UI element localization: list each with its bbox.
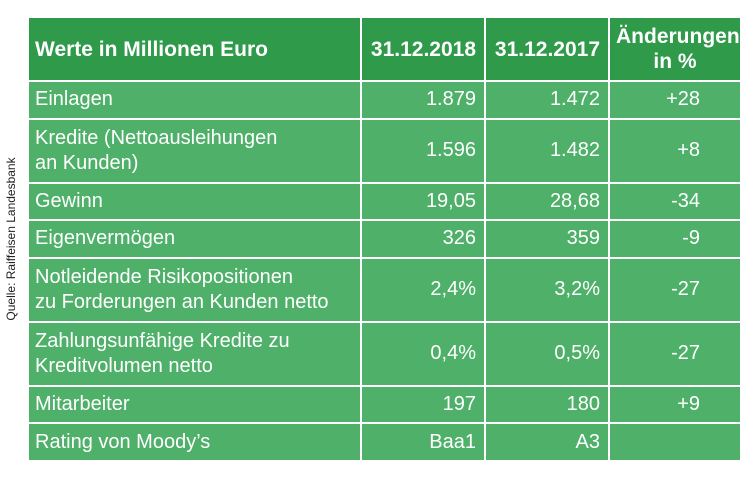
header-label: Werte in Millionen Euro	[27, 16, 362, 82]
value-change: +9	[608, 384, 742, 425]
row-label-line: Kredite (Nettoausleihungen	[35, 126, 278, 149]
row-label: Mitarbeiter	[27, 384, 362, 425]
row-label-line: zu Forderungen an Kunden netto	[35, 290, 329, 313]
value-2017: 1.482	[484, 117, 610, 184]
row-label-line: Einlagen	[35, 88, 113, 111]
value-2017: 28,68	[484, 181, 610, 222]
value-2018: 1.879	[360, 80, 486, 120]
table-row: Kredite (Nettoausleihungen an Kunden) 1.59…	[27, 117, 742, 184]
header-2018: 31.12.2018	[360, 16, 486, 82]
value-change: -9	[608, 219, 742, 259]
header-2017: 31.12.2017	[484, 16, 610, 82]
value-change: -27	[608, 256, 742, 323]
table-row: Gewinn 19,05 28,68 -34	[27, 181, 742, 222]
header-change-line1: Änderungen	[616, 25, 740, 48]
header-row: Werte in Millionen Euro 31.12.2018 31.12…	[27, 16, 742, 82]
value-change	[608, 422, 742, 462]
value-2017: 359	[484, 219, 610, 259]
row-label-line: Gewinn	[35, 189, 103, 212]
table-row: Einlagen 1.879 1.472 +28	[27, 80, 742, 120]
row-label: Rating von Moody’s	[27, 422, 362, 462]
table-row: Eigenvermögen 326 359 -9	[27, 219, 742, 259]
table-row: Zahlungsunfähige Kredite zu Kreditvolumen…	[27, 320, 742, 387]
row-label-line: Rating von Moody’s	[35, 430, 211, 453]
value-change: -27	[608, 320, 742, 387]
header-change-line2: in %	[653, 50, 697, 73]
value-2018: Baa1	[360, 422, 486, 462]
financial-table: Werte in Millionen Euro 31.12.2018 31.12…	[27, 16, 742, 462]
value-2018: 1.596	[360, 117, 486, 184]
value-2017: 3,2%	[484, 256, 610, 323]
value-change: -34	[608, 181, 742, 222]
row-label-line: an Kunden)	[35, 151, 139, 174]
value-change: +28	[608, 80, 742, 120]
source-text: Quelle: Raiffeisen Landesbank	[4, 156, 18, 321]
value-2018: 2,4%	[360, 256, 486, 323]
value-change: +8	[608, 117, 742, 184]
row-label: Eigenvermögen	[27, 219, 362, 259]
value-2017: 180	[484, 384, 610, 425]
row-label: Einlagen	[27, 80, 362, 120]
table-row: Notleidende Risikopositionen zu Forderung…	[27, 256, 742, 323]
row-label-line: Kreditvolumen netto	[35, 354, 213, 377]
source-note: Quelle: Raiffeisen Landesbank	[0, 0, 22, 477]
row-label-line: Zahlungsunfähige Kredite zu	[35, 329, 290, 352]
row-label: Notleidende Risikopositionen zu Forderung…	[27, 256, 362, 323]
header-change: Änderungen in %	[608, 16, 742, 82]
row-label: Zahlungsunfähige Kredite zu Kreditvolumen…	[27, 320, 362, 387]
value-2018: 19,05	[360, 181, 486, 222]
value-2018: 197	[360, 384, 486, 425]
value-2017: 1.472	[484, 80, 610, 120]
row-label: Gewinn	[27, 181, 362, 222]
table-row: Rating von Moody’s Baa1 A3	[27, 422, 742, 462]
row-label-line: Notleidende Risikopositionen	[35, 265, 293, 288]
value-2017: 0,5%	[484, 320, 610, 387]
table-row: Mitarbeiter 197 180 +9	[27, 384, 742, 425]
row-label-line: Eigenvermögen	[35, 227, 176, 250]
row-label-line: Mitarbeiter	[35, 393, 130, 416]
value-2018: 0,4%	[360, 320, 486, 387]
row-label: Kredite (Nettoausleihungen an Kunden)	[27, 117, 362, 184]
value-2018: 326	[360, 219, 486, 259]
value-2017: A3	[484, 422, 610, 462]
